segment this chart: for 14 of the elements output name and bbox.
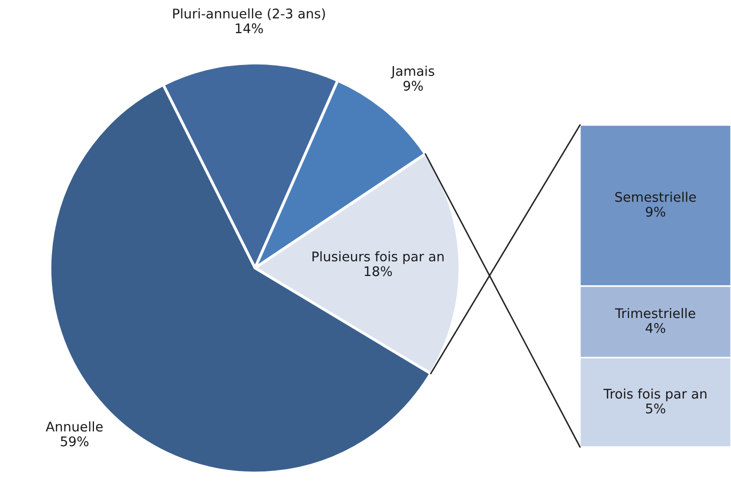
series-label: Semestrielle [615,192,696,202]
slice-label: Plusieurs fois par an [312,251,444,264]
data-label: 9% [403,80,423,91]
slice-label: Jamais [390,66,434,78]
series-label: Trois fois par an [603,388,706,402]
data-label: 9% [646,206,666,217]
series-label: Trimestrielle [615,308,696,318]
data-label: 59% [60,436,88,446]
data-label: 14% [236,23,263,34]
slice-label: Annuelle [46,421,103,432]
slice-label: Pluri-annuelle (2-3 ans) [173,8,325,20]
data-label: 18% [364,266,392,276]
data-label: 5% [646,404,666,414]
data-label: 4% [646,323,666,333]
